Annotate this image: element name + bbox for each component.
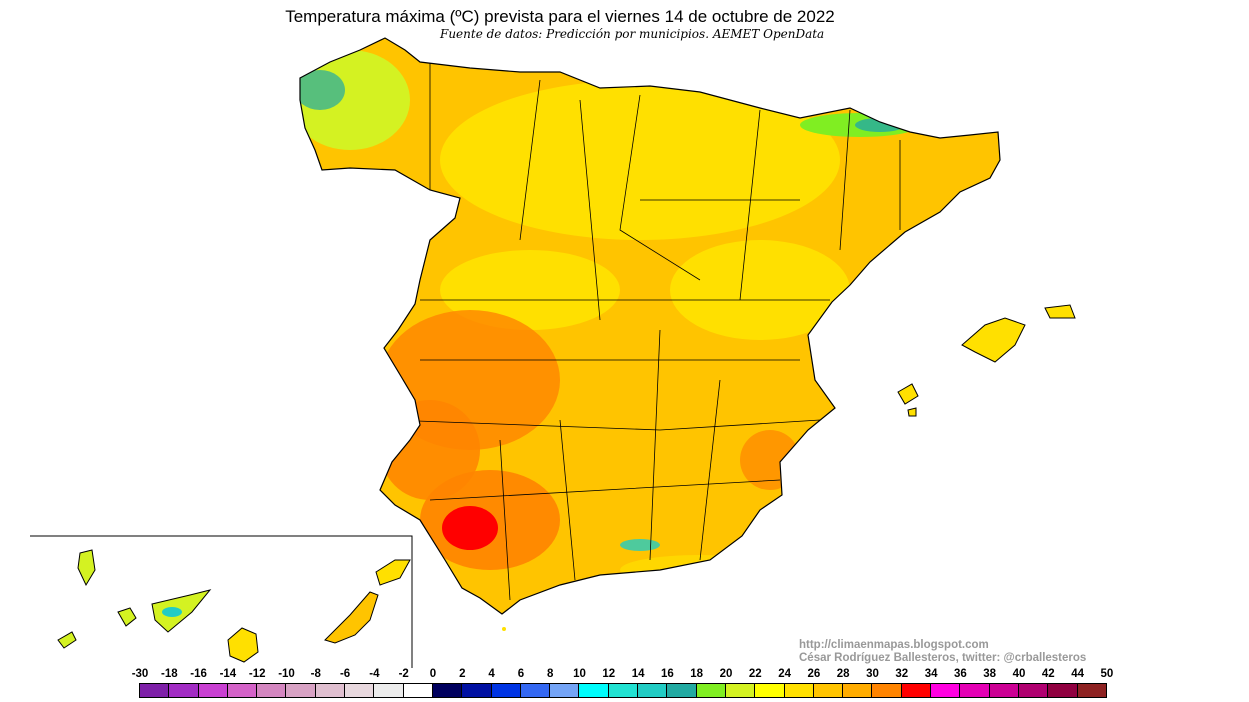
legend-swatch <box>931 684 961 697</box>
legend-swatch <box>462 684 492 697</box>
color-legend <box>139 683 1107 698</box>
province-borders <box>389 60 901 601</box>
credits-url[interactable]: http://climaenmapas.blogspot.com <box>799 639 989 651</box>
legend-swatch <box>843 684 873 697</box>
legend-tick-label: 6 <box>517 668 525 680</box>
legend-tick-label: 22 <box>748 668 762 680</box>
legend-tick-label: 34 <box>924 668 938 680</box>
legend-swatch <box>579 684 609 697</box>
legend-tick-label: 14 <box>631 668 645 680</box>
legend-tick-label: 18 <box>690 668 704 680</box>
legend-swatch <box>638 684 668 697</box>
map-title: Temperatura máxima (ºC) prevista para el… <box>285 7 835 26</box>
legend-tick-label: 8 <box>546 668 554 680</box>
map-subtitle: Fuente de datos: Predicción por municipi… <box>440 27 825 41</box>
legend-tick-label: 38 <box>983 668 997 680</box>
legend-swatch <box>550 684 580 697</box>
legend-tick-label: 2 <box>459 668 466 680</box>
legend-swatch <box>140 684 170 697</box>
legend-tick-label: 16 <box>660 668 674 680</box>
legend-swatch <box>169 684 199 697</box>
legend-tick-label: -12 <box>248 668 266 680</box>
legend-swatch <box>198 684 228 697</box>
legend-swatch <box>491 684 521 697</box>
legend-swatch <box>989 684 1019 697</box>
legend-tick-label: 42 <box>1041 668 1055 680</box>
legend-swatch <box>813 684 844 697</box>
canary-islands-inset <box>30 535 413 668</box>
legend-tick-label: 20 <box>719 668 733 680</box>
legend-tick-label: 26 <box>807 668 821 680</box>
legend-tick-label: 32 <box>895 668 909 680</box>
legend-tick-label: -14 <box>219 668 237 680</box>
legend-tick-label: -30 <box>131 668 149 680</box>
legend-tick-label: 24 <box>778 668 791 680</box>
legend-swatch <box>725 684 756 697</box>
legend-swatch <box>1018 684 1049 697</box>
peninsula <box>299 37 1001 615</box>
legend-tick-label: 50 <box>1100 668 1114 680</box>
credits: http://climaenmapas.blogspot.com César R… <box>799 639 1086 665</box>
legend-swatch <box>755 684 785 697</box>
legend-swatch <box>960 684 990 697</box>
credits-author: César Rodríguez Ballesteros, twitter: @c… <box>799 652 1087 664</box>
legend-swatch <box>667 684 697 697</box>
legend-swatch <box>227 684 258 697</box>
legend-tick-label: 28 <box>836 668 850 680</box>
legend-tick-label: -4 <box>369 668 380 680</box>
legend-swatch <box>374 684 404 697</box>
legend-swatch <box>520 684 551 697</box>
legend-tick-label: 0 <box>429 668 437 680</box>
legend-tick-label: -16 <box>190 668 207 680</box>
legend-tick-label: 12 <box>602 668 616 680</box>
legend-tick-label: -18 <box>160 668 178 680</box>
legend-swatch <box>257 684 287 697</box>
balearic-islands <box>502 304 1076 631</box>
legend-tick-label: -6 <box>339 668 351 680</box>
legend-swatch <box>432 684 463 697</box>
legend-tick-label: 40 <box>1012 668 1026 680</box>
legend-swatch <box>1048 684 1078 697</box>
legend-swatch <box>403 684 433 697</box>
legend-swatch <box>1077 684 1106 697</box>
legend-swatch <box>286 684 316 697</box>
legend-tick-label: 4 <box>488 668 495 680</box>
legend-tick-label: 44 <box>1071 668 1084 680</box>
legend-tick-label: -10 <box>278 668 295 680</box>
legend-tick-label: -8 <box>310 668 321 680</box>
legend-tick-label: 10 <box>573 668 586 680</box>
legend-swatch <box>901 684 932 697</box>
legend-tick-label: 36 <box>953 668 967 680</box>
legend-swatch <box>315 684 346 697</box>
legend-tick-label: -2 <box>398 668 409 680</box>
legend-swatch <box>345 684 375 697</box>
legend-swatch <box>784 684 814 697</box>
legend-swatch <box>696 684 726 697</box>
legend-tick-label: 30 <box>866 668 879 680</box>
legend-swatch <box>872 684 902 697</box>
legend-swatch <box>608 684 639 697</box>
